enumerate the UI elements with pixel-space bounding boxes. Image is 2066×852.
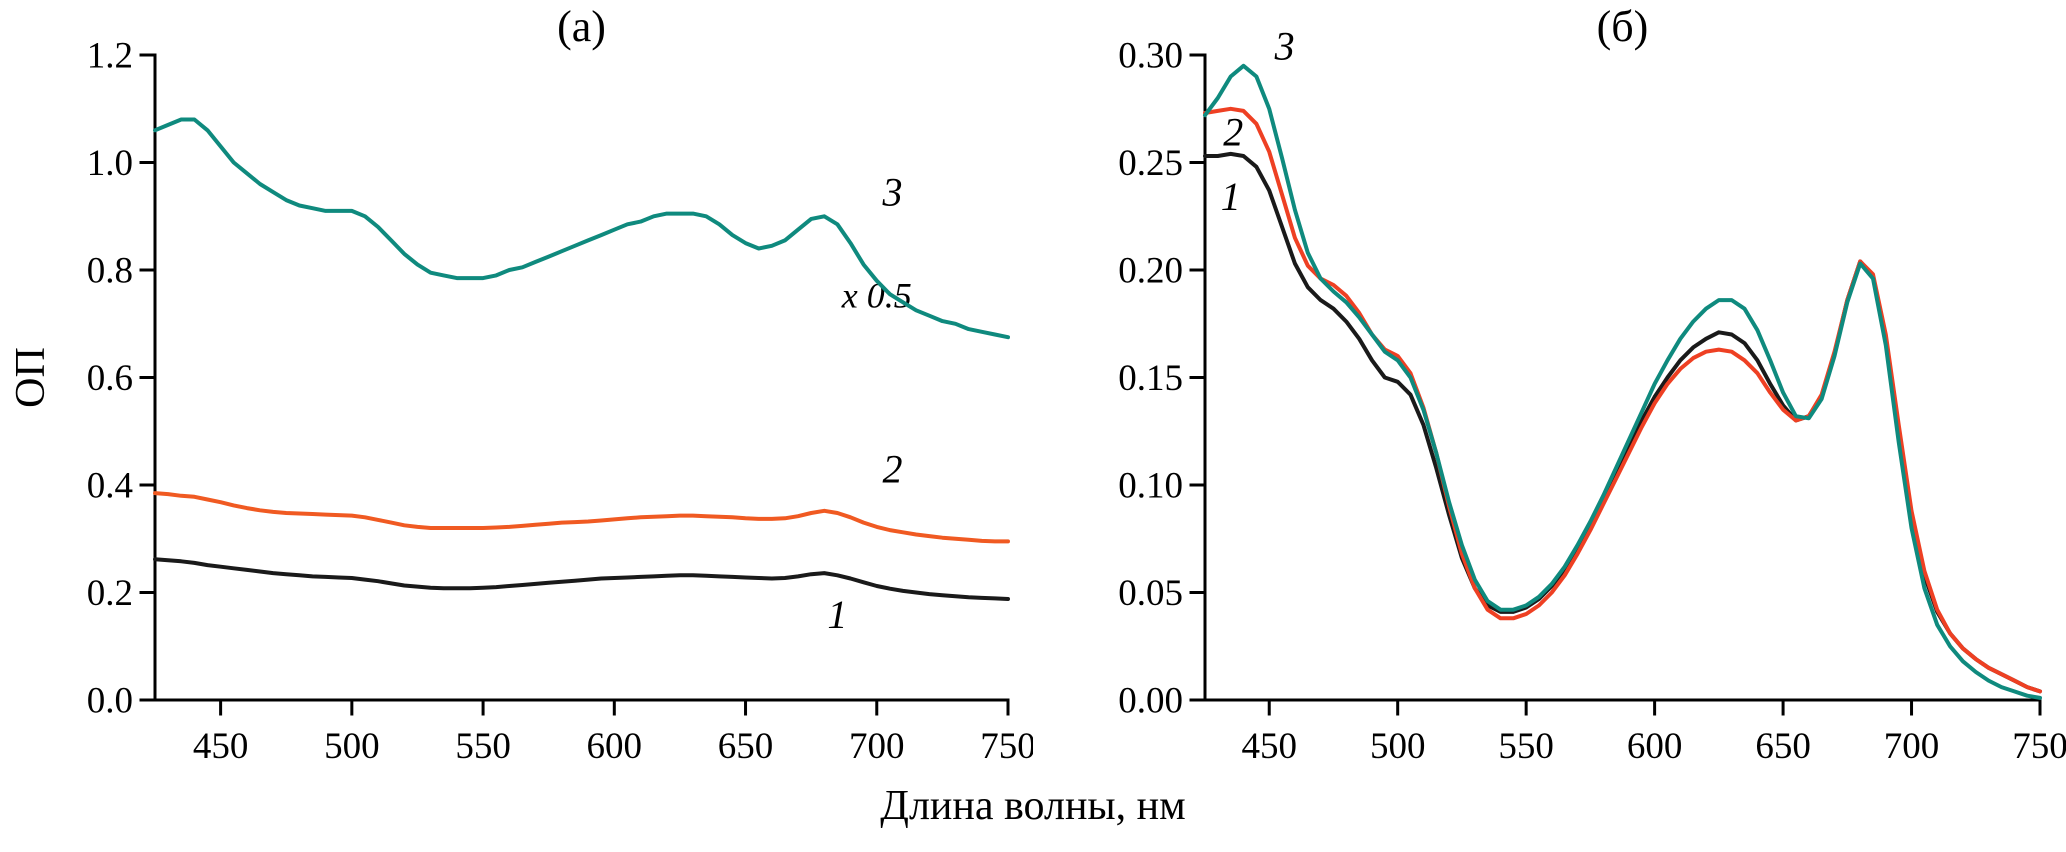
svg-text:650: 650 [1755,726,1811,767]
svg-text:ОП: ОП [8,347,54,408]
svg-text:3: 3 [1274,23,1295,68]
svg-text:750: 750 [2012,726,2066,767]
svg-text:(а): (а) [557,2,606,51]
svg-text:700: 700 [1884,726,1940,767]
svg-text:600: 600 [587,726,643,767]
svg-text:1.2: 1.2 [87,36,133,77]
svg-text:0.2: 0.2 [87,573,133,614]
svg-text:550: 550 [1498,726,1554,767]
svg-text:0.10: 0.10 [1118,466,1183,507]
svg-text:600: 600 [1627,726,1683,767]
svg-text:450: 450 [1241,726,1297,767]
svg-text:1.0: 1.0 [87,143,133,184]
svg-text:0.05: 0.05 [1118,573,1183,614]
svg-text:(б): (б) [1597,2,1649,51]
svg-text:1: 1 [827,592,847,637]
svg-text:2: 2 [883,446,903,491]
panel-a-chart: 450 500 550 600 650 700 750 0.0 0.2 0.4 0.6 0.8 1.0 1… [8,2,1033,767]
x-axis-label: Длина волны, нм [880,783,1186,829]
panel-b-chart: 450 500 550 600 650 700 750 0.00 0.05 0.10 0.15 0.2… [1118,2,2066,767]
svg-text:500: 500 [1370,726,1426,767]
svg-text:0.4: 0.4 [87,466,133,507]
svg-text:2: 2 [1223,109,1243,154]
svg-text:450: 450 [193,726,249,767]
svg-text:0.8: 0.8 [87,251,133,292]
svg-text:0.30: 0.30 [1118,36,1183,77]
svg-text:1: 1 [1221,174,1241,219]
svg-text:750: 750 [980,726,1033,767]
svg-text:550: 550 [455,726,511,767]
svg-text:500: 500 [324,726,380,767]
svg-text:700: 700 [849,726,905,767]
svg-text:0.0: 0.0 [87,681,133,722]
svg-text:650: 650 [718,726,774,767]
svg-text:0.25: 0.25 [1118,143,1183,184]
svg-text:3: 3 [882,170,903,215]
svg-text:0.20: 0.20 [1118,251,1183,292]
svg-text:0.15: 0.15 [1118,358,1183,399]
svg-text:0.6: 0.6 [87,358,133,399]
svg-text:0.00: 0.00 [1118,681,1183,722]
